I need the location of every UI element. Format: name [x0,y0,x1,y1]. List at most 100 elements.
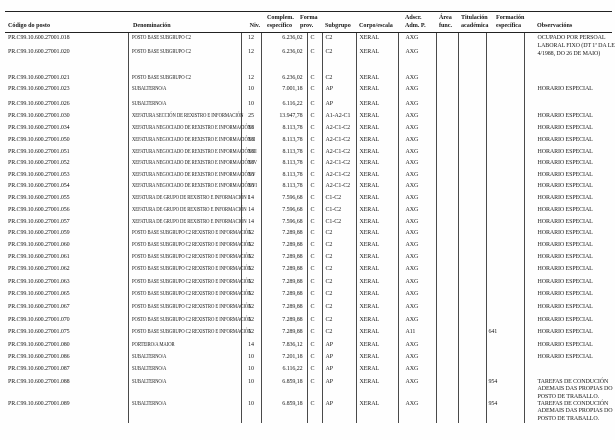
cell-adscricion: AXG [398,134,437,147]
cell-adscricion: AXG [398,83,437,99]
cell-area-funcional [436,122,459,135]
cell-codigo-posto: PR.C99.10.600.27001.067 [5,301,129,315]
cell-codigo-posto: PR.C99.10.600.27001.052 [5,157,129,170]
cell-forma-provision: C [307,276,323,289]
cell-codigo-posto: PR.C99.10.600.27001.054 [5,180,129,193]
cell-formacion-especifica [486,216,525,228]
header-line2: específica [496,23,522,29]
cell-nivel: 12 [241,288,262,302]
cell-complemento-especifico: 7.596,68 [261,216,308,228]
header-line2: Corpo/escala [359,23,393,29]
cell-area-funcional [436,110,459,123]
cell-forma-provision: C [307,157,323,170]
cell-forma-provision: C [307,314,323,327]
denominacion-text: XEFATURA NEGOCIADO DE REXISTRO E INFORMA… [131,171,255,178]
cell-complemento-especifico: 6.236,02 [261,46,308,73]
table-row: PR.C99.10.600.27001.034 XEFATURA NEGOCIA… [5,122,612,135]
cell-nivel: 12 [241,276,262,289]
denominacion-text: POSTO BASE SUBGRUPO C2 REXISTRO E INFORM… [131,290,251,297]
header-line1 [8,14,128,22]
cell-subgrupo: C2 [322,72,357,84]
header-line1: Complem. [267,15,294,21]
denominacion-text: POSTO BASE SUBGRUPO C2 REXISTRO E INFORM… [131,278,251,285]
cell-nivel: 12 [241,301,262,315]
cell-nivel: 18 [241,157,262,170]
cell-codigo-posto: PR.C99.10.600.27001.021 [5,72,129,84]
cell-subgrupo: AP [322,98,357,111]
cell-area-funcional [436,98,459,111]
cell-nivel: 12 [241,326,262,340]
cell-formacion-especifica [486,339,525,352]
observacions-text: HORARIO ESPECIAL [537,218,593,225]
cell-observacions: HORARIO ESPECIAL [524,193,612,205]
table-row: PR.C99.10.600.27001.050 XEFATURA NEGOCIA… [5,134,612,147]
observacions-text: HORARIO ESPECIAL [537,182,593,189]
observacions-text: HORARIO ESPECIAL [537,253,593,260]
cell-subgrupo: AP [322,339,357,352]
cell-area-funcional [436,239,459,252]
cell-adscricion: AXG [398,46,437,73]
cell-nivel: 18 [241,122,262,135]
cell-adscricion: AXG [398,288,437,302]
cell-corpo-escala: XERAL [356,376,399,399]
cell-denominacion: XEFATURA NEGOCIADO DE REXISTRO E INFORMA… [128,169,255,181]
header-row: Código do posto Denominación Niv. Comple… [5,11,612,33]
cell-codigo-posto: PR.C99.10.600.27001.030 [5,110,129,123]
cell-formacion-especifica [486,146,525,158]
cell-nivel: 14 [241,216,262,228]
column-header-denominacion: Denominación [128,11,241,33]
cell-nivel: 12 [241,32,262,47]
cell-observacions: HORARIO ESPECIAL [524,240,612,252]
header-line1 [537,14,612,22]
table-row: PR.C99.10.600.27001.087 SUBALTERNO/A 10 … [5,363,612,377]
cell-forma-provision: C [307,263,323,277]
cell-forma-provision: C [307,192,323,205]
cell-formacion-especifica [486,301,525,315]
cell-area-funcional [436,314,459,327]
observacions-text: HORARIO ESPECIAL [537,171,593,178]
cell-codigo-posto: PR.C99.10.600.27001.075 [5,326,129,340]
cell-denominacion: XEFATURA NEGOCIADO DE REXISTRO E INFORMA… [128,157,257,170]
cell-subgrupo: C2 [322,288,357,302]
cell-denominacion: POSTO BASE SUBGRUPO C2 REXISTRO E INFORM… [128,239,251,252]
cell-nivel: 12 [241,227,262,240]
denominacion-text: POSTO BASE SUBGRUPO C2 [131,74,191,81]
cell-corpo-escala: XERAL [356,72,399,84]
cell-observacions: HORARIO ESPECIAL [524,340,612,352]
column-header-forma-provision: Forma prov. [300,11,322,33]
cell-nivel: 12 [241,72,262,84]
cell-titulacion [458,251,487,264]
cell-observacions: HORARIO ESPECIAL [524,327,612,340]
cell-forma-provision: C [307,216,323,228]
header-line1: Formación [496,15,525,21]
cell-denominacion: SUBALTERNO/A [128,376,242,399]
cell-corpo-escala: XERAL [356,363,399,377]
table-row: PR.C99.10.600.27001.057 XEFATURA DE GRUP… [5,216,612,228]
cell-complemento-especifico: 7.289,88 [261,251,308,264]
cell-area-funcional [436,204,459,217]
posts-table-body: PR.C99.10.600.27001.018 POSTO BASE SUBGR… [5,32,615,423]
observacions-text: HORARIO ESPECIAL [537,241,593,248]
cell-codigo-posto: PR.C99.10.600.27001.059 [5,227,129,240]
cell-formacion-especifica [486,227,525,240]
cell-nivel: 14 [241,204,262,217]
table-row: PR.C99.10.600.27001.052 XEFATURA NEGOCIA… [5,157,612,170]
header-line2: Adm. P. [405,23,426,29]
cell-titulacion [458,339,487,352]
cell-corpo-escala: XERAL [356,263,399,277]
table-row: PR.C99.10.600.27001.060 POSTO BASE SUBGR… [5,239,612,252]
cell-denominacion: XEFATURA SECCIÓN DE REXISTRO E INFORMACI… [128,110,243,123]
cell-complemento-especifico: 8.113,78 [261,122,308,135]
cell-complemento-especifico: 13.947,78 [261,110,308,123]
cell-forma-provision: C [307,180,323,193]
table-row: PR.C99.10.600.27001.063 POSTO BASE SUBGR… [5,276,612,289]
table-row: PR.C99.10.600.27001.059 POSTO BASE SUBGR… [5,227,612,240]
cell-complemento-especifico: 6.236,02 [261,32,308,47]
cell-forma-provision: C [307,376,323,399]
observacions-text: OCUPADO POR PERSOAL LABORAL FIXO (DT 1ª … [537,35,615,57]
cell-nivel: 25 [241,110,262,123]
cell-area-funcional [436,398,459,423]
cell-corpo-escala: XERAL [356,157,399,170]
cell-corpo-escala: XERAL [356,46,399,73]
denominacion-text: XEFATURA NEGOCIADO DE REXISTRO E INFORMA… [131,148,257,155]
